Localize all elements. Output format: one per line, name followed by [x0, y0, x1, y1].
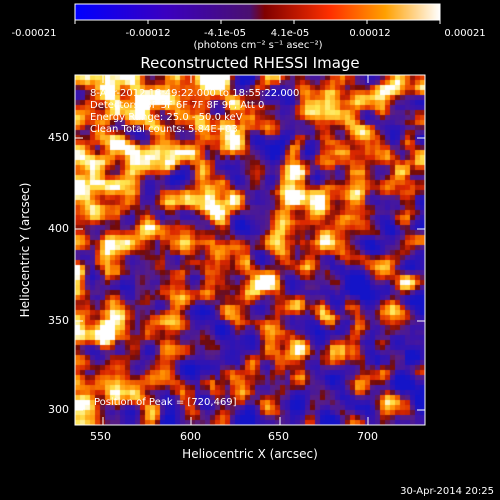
x-tick-label: 600	[180, 430, 201, 443]
x-tick-label: 700	[357, 430, 378, 443]
x-tick-label: 550	[90, 430, 111, 443]
colorbar-tick-label: 0.00012	[349, 28, 391, 39]
clean-counts-text: Clean Total counts: 5.84E+03	[90, 124, 238, 135]
time-range-text: 8-Apr-2012 18:49:22.000 to 18:55:22.000	[90, 88, 300, 99]
energy-range-text: Energy Range: 25.0 - 50.0 keV	[90, 112, 243, 123]
y-tick-label: 350	[48, 314, 69, 327]
x-axis-label: Heliocentric X (arcsec)	[182, 447, 318, 461]
colorbar-tick-label: -0.00021	[11, 28, 57, 39]
plot-title: Reconstructed RHESSI Image	[140, 54, 360, 72]
colorbar-tick-label: -0.00012	[125, 28, 171, 39]
peak-position-text: Position of Peak = [720,469]	[94, 397, 237, 408]
colorbar-gradient	[74, 3, 441, 21]
timestamp: 30-Apr-2014 20:25	[400, 486, 494, 497]
colorbar-units-label: (photons cm⁻² s⁻¹ asec⁻²)	[193, 40, 323, 51]
y-tick-label: 300	[48, 403, 69, 416]
y-axis-label: Heliocentric Y (arcsec)	[18, 182, 32, 318]
y-tick-label: 400	[48, 222, 69, 235]
colorbar-tick-label: 0.00021	[444, 28, 486, 39]
colorbar-tick-label: -4.1e-05	[204, 28, 246, 39]
colorbar-ticks	[74, 20, 441, 24]
x-tick-label: 650	[268, 430, 289, 443]
rhessi-image	[75, 75, 425, 425]
detectors-text: Detectors: 3F 5F 6F 7F 8F 9F, Att 0	[90, 100, 265, 111]
colorbar	[74, 3, 441, 24]
colorbar-tick-label: 4.1e-05	[270, 28, 310, 39]
y-tick-label: 450	[48, 131, 69, 144]
